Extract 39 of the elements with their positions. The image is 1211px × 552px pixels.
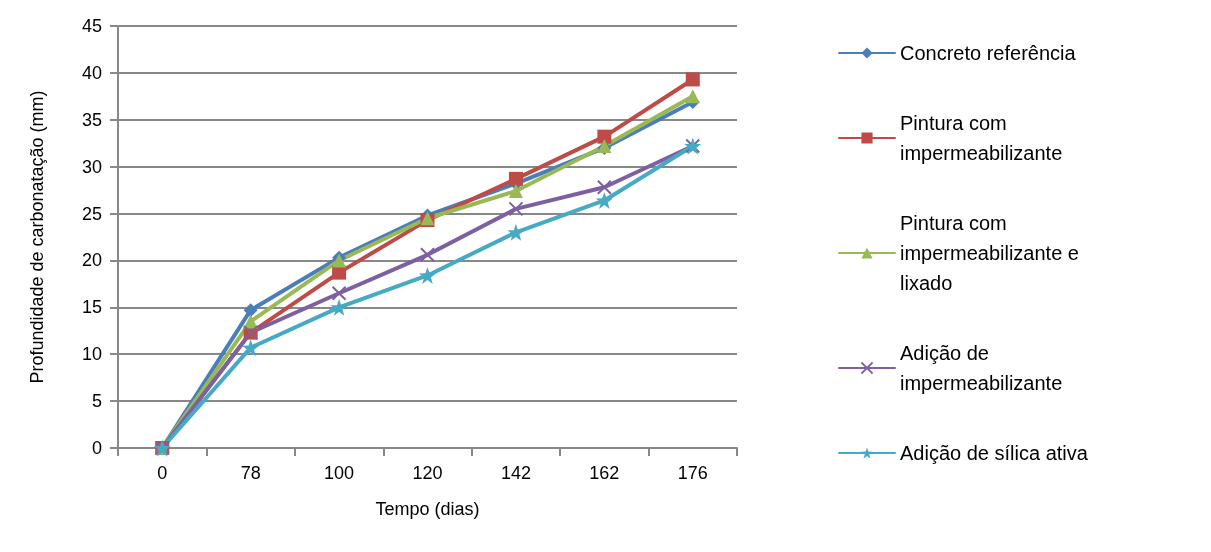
x-tick-label: 0: [157, 463, 168, 483]
x-tick-label: 176: [677, 463, 708, 483]
y-tick-label: 30: [81, 156, 102, 177]
legend-label: Adição de impermeabilizante: [900, 342, 1063, 394]
y-tick-label: 40: [81, 62, 102, 83]
y-tick-label: 45: [81, 16, 102, 36]
point: [597, 129, 612, 144]
y-tick-label: 15: [81, 297, 102, 318]
y-tick-label: 10: [81, 344, 102, 365]
x-tick-label: 162: [589, 463, 620, 483]
point: [685, 89, 700, 104]
x-tick-label: 78: [240, 463, 261, 483]
y-tick-label: 20: [81, 250, 102, 271]
y-tick-label: 0: [91, 438, 102, 458]
x-tick-label: 100: [324, 463, 355, 483]
legend-label: Pintura com impermeabilizante e lixado: [900, 212, 1085, 294]
point: [595, 191, 613, 209]
x-tick-label: 120: [412, 463, 443, 483]
point: [332, 265, 347, 280]
y-tick-label: 35: [81, 109, 102, 130]
point: [508, 184, 523, 199]
point: [685, 72, 700, 87]
point: [508, 171, 523, 186]
legend-label: Adição de sílica ativa: [900, 442, 1089, 464]
legend-label: Pintura com impermeabilizante: [900, 112, 1063, 164]
point: [420, 247, 435, 263]
x-axis-title: Tempo (dias): [375, 499, 480, 519]
point: [242, 339, 260, 357]
point: [596, 179, 612, 195]
point: [331, 285, 347, 301]
point: [508, 201, 524, 217]
y-axis-title: Profundidade de carbonatação (mm): [27, 90, 47, 384]
y-tick-label: 5: [91, 391, 102, 412]
point: [243, 303, 258, 318]
x-tick-label: 142: [500, 463, 531, 483]
legend-label: Concreto referência: [900, 42, 1077, 64]
y-tick-label: 25: [81, 203, 102, 224]
point: [330, 298, 348, 316]
point: [419, 266, 436, 284]
